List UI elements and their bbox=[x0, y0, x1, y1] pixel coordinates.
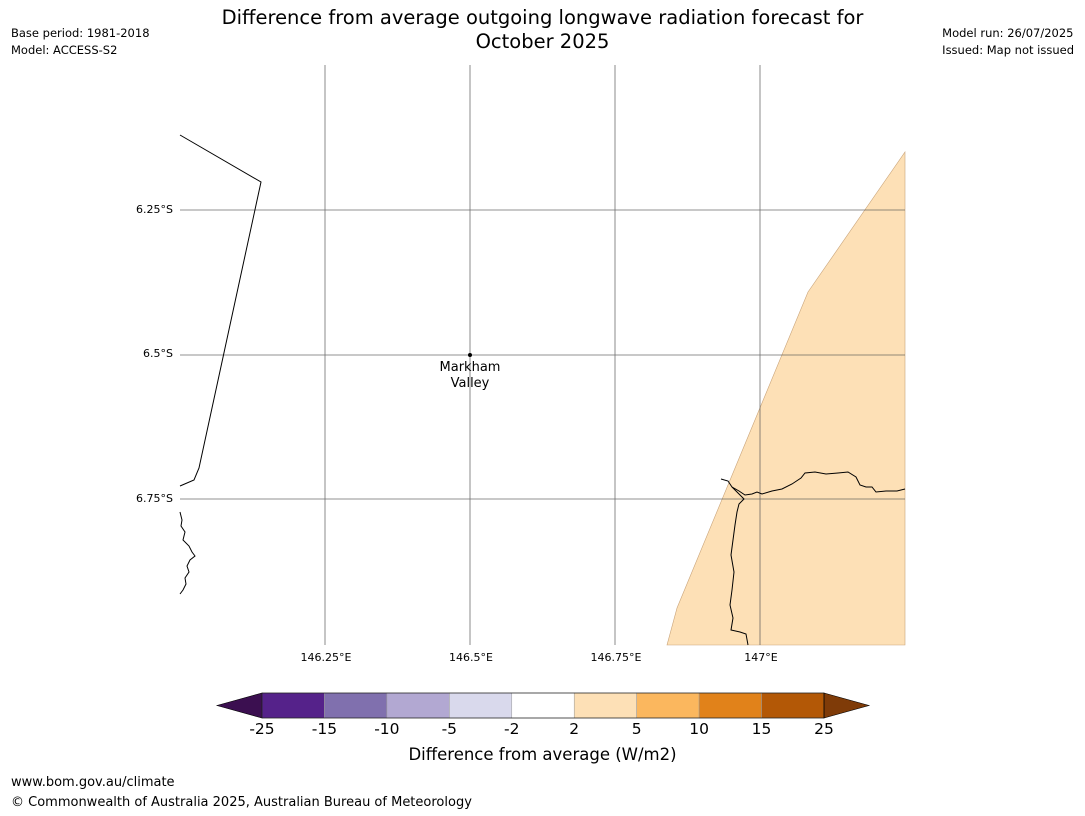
lon-label-146-25: 146.25°E bbox=[300, 651, 352, 664]
colorbar-tick-label: -5 bbox=[441, 720, 458, 738]
colorbar-tick-label: 15 bbox=[751, 720, 772, 738]
map-title: Difference from average outgoing longwav… bbox=[221, 6, 864, 53]
colorbar-tick-label: 5 bbox=[631, 720, 642, 738]
boundary-line bbox=[179, 134, 262, 487]
colorbar-label: Difference from average (W/m2) bbox=[408, 745, 677, 764]
river-branch bbox=[729, 486, 749, 646]
lat-label-6-5: 6.5°S bbox=[143, 347, 173, 360]
footer-url: www.bom.gov.au/climate bbox=[11, 775, 175, 790]
colorbar-tick-label: -15 bbox=[311, 720, 338, 738]
model-run-text: Model run: 26/07/2025 bbox=[942, 26, 1074, 40]
place-label: Markham Valley bbox=[440, 360, 501, 392]
meta-left: Base period: 1981-2018 Model: ACCESS-S2 bbox=[11, 25, 150, 59]
model-text: Model: ACCESS-S2 bbox=[11, 43, 118, 57]
lat-label-6-25: 6.25°S bbox=[136, 203, 173, 216]
place-label-line-2: Valley bbox=[450, 376, 490, 391]
colorbar-tick-label: 25 bbox=[814, 720, 834, 738]
footer-copyright: © Commonwealth of Australia 2025, Austra… bbox=[11, 795, 472, 810]
lon-label-147: 147°E bbox=[744, 651, 778, 664]
colorbar-tick-label: 10 bbox=[689, 720, 709, 738]
issued-text: Issued: Map not issued bbox=[942, 43, 1074, 57]
colorbar-tick-label: 2 bbox=[569, 720, 580, 738]
colorbar-tick-label: -10 bbox=[374, 720, 400, 738]
lat-label-6-75: 6.75°S bbox=[136, 492, 173, 505]
colorbar-tick-label: -25 bbox=[249, 720, 275, 738]
shaded-anomaly-region bbox=[666, 151, 906, 646]
lon-label-146-5: 146.5°E bbox=[449, 651, 493, 664]
place-label-line-1: Markham bbox=[439, 360, 501, 375]
lon-label-146-75: 146.75°E bbox=[590, 651, 642, 664]
coastline-west bbox=[179, 511, 196, 595]
markham-valley-marker bbox=[468, 353, 472, 357]
river-line bbox=[720, 471, 906, 496]
base-period-text: Base period: 1981-2018 bbox=[11, 26, 150, 40]
meta-right: Model run: 26/07/2025 Issued: Map not is… bbox=[942, 25, 1074, 59]
colorbar-tick-label: -2 bbox=[504, 720, 520, 738]
